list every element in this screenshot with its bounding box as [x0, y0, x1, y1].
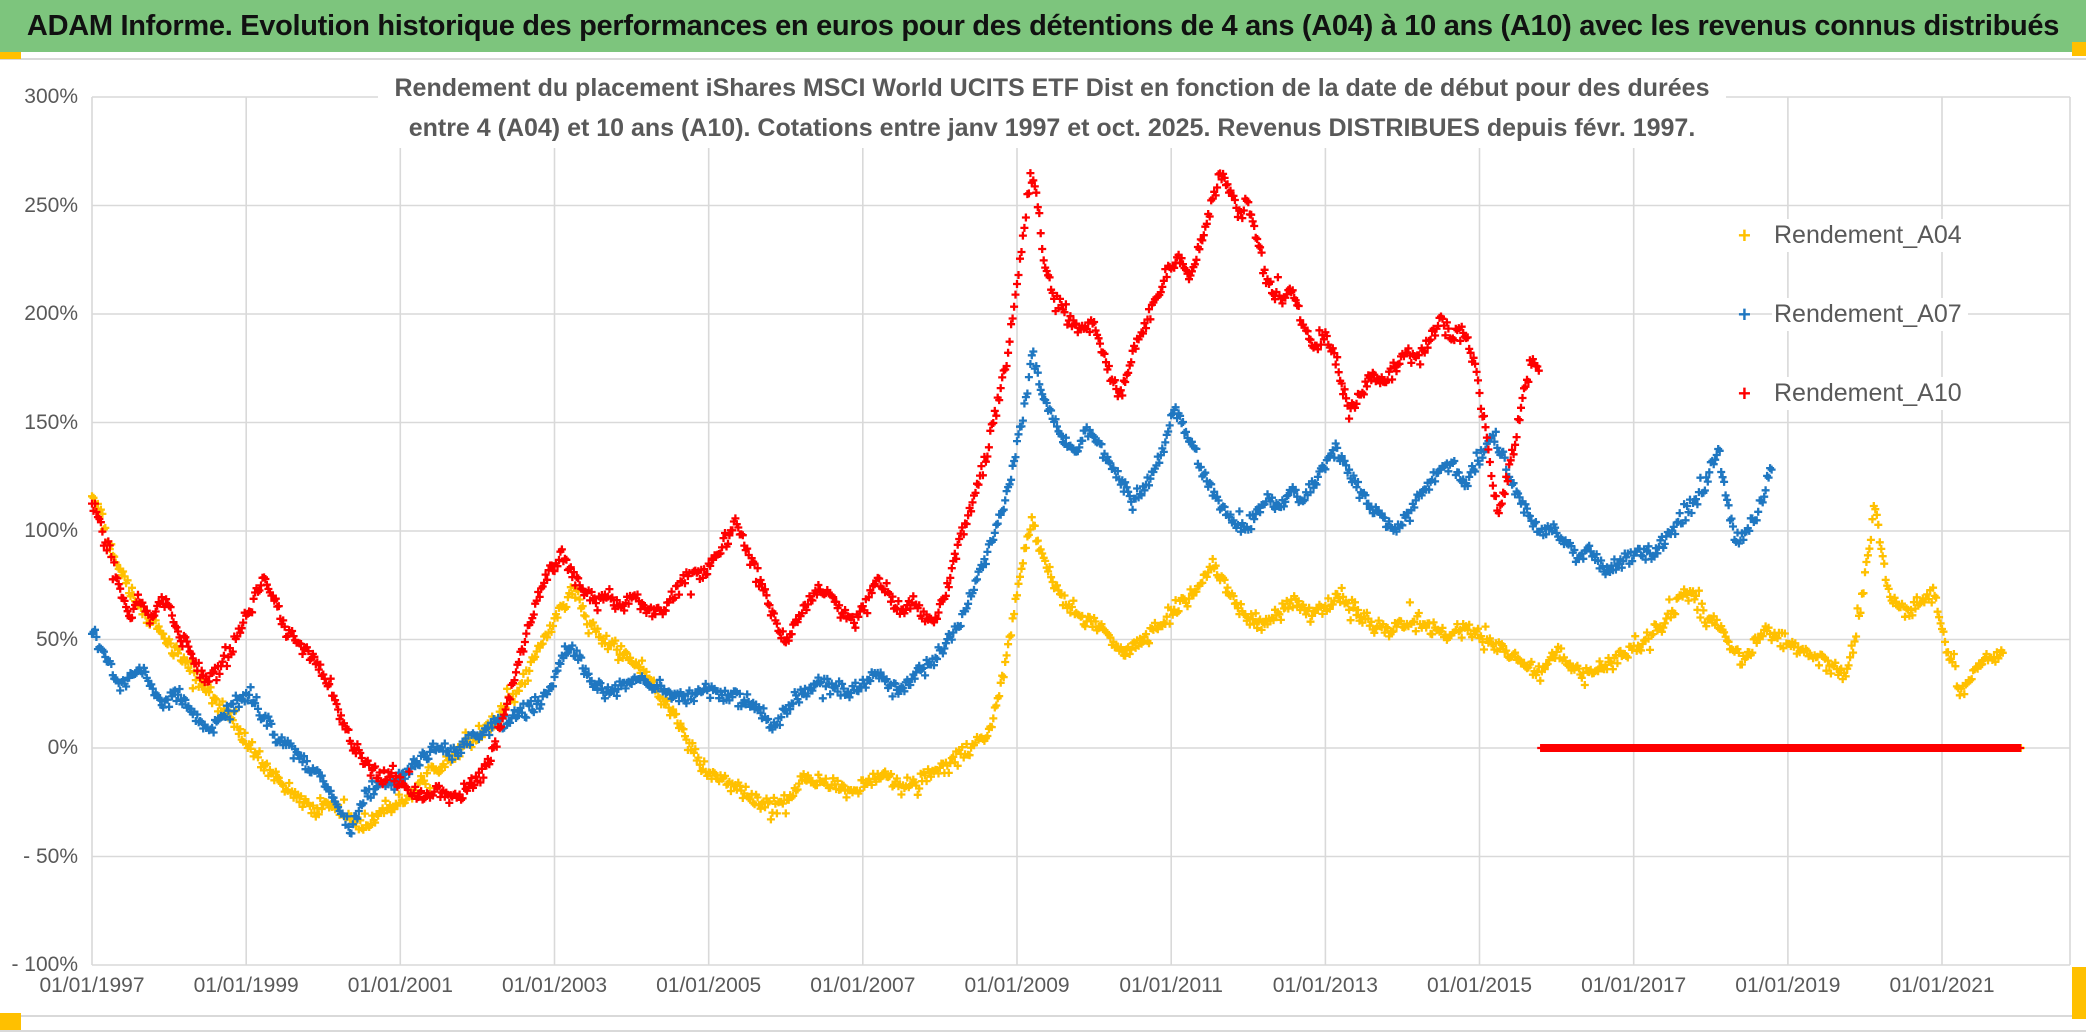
sheet-header-banner: ADAM Informe. Evolution historique des p… [0, 0, 2086, 52]
y-tick-label: 100% [24, 519, 78, 542]
gold-accent-top-left [0, 52, 21, 59]
x-tick-label: 01/01/2003 [501, 974, 608, 997]
chart-area[interactable] [0, 60, 2086, 1015]
x-tick-label: 01/01/1997 [39, 974, 145, 997]
gold-accent-top-right [2072, 42, 2086, 56]
x-tick-label: 01/01/2007 [810, 974, 916, 997]
y-tick-label: 50% [35, 627, 78, 651]
legend-label: Rendement_A04 [1772, 219, 1968, 252]
legend-label: Rendement_A10 [1772, 377, 1968, 410]
plus-marker-icon: + [1738, 380, 1751, 406]
chart-title-line1: Rendement du placement iShares MSCI Worl… [394, 74, 1710, 102]
x-tick-label: 01/01/2019 [1735, 974, 1841, 997]
divider-under-banner [0, 58, 2086, 60]
gold-accent-bottom-left [0, 1013, 21, 1030]
y-tick-label: 150% [24, 410, 78, 434]
y-tick-label: - 100% [11, 953, 78, 976]
y-tick-label: 0% [47, 736, 78, 759]
y-tick-label: 300% [24, 85, 78, 108]
legend-item-a04[interactable]: + Rendement_A04 [1738, 196, 1968, 275]
sheet-row-line-2 [0, 1030, 2086, 1032]
x-tick-label: 01/01/2017 [1581, 974, 1687, 997]
y-tick-label: - 50% [23, 844, 78, 868]
x-tick-label: 01/01/1999 [193, 974, 299, 997]
x-tick-label: 01/01/2009 [964, 974, 1070, 997]
legend-item-a07[interactable]: + Rendement_A07 [1738, 275, 1968, 354]
x-tick-label: 01/01/2001 [347, 974, 453, 997]
x-tick-label: 01/01/2005 [656, 974, 762, 997]
x-tick-label: 01/01/2011 [1119, 974, 1223, 997]
gold-accent-right-column [2072, 967, 2086, 1019]
y-tick-label: 200% [24, 302, 78, 325]
chart-legend: + Rendement_A04 + Rendement_A07 + Rendem… [1738, 196, 1968, 433]
plus-marker-icon: + [1738, 222, 1751, 248]
page-title: ADAM Informe. Evolution historique des p… [26, 9, 2060, 42]
x-tick-label: 01/01/2013 [1272, 974, 1378, 997]
legend-label: Rendement_A07 [1772, 298, 1968, 331]
legend-item-a10[interactable]: + Rendement_A10 [1738, 354, 1968, 433]
chart-title-line2: entre 4 (A04) et 10 ans (A10). Cotations… [408, 114, 1696, 142]
chart-title: Rendement du placement iShares MSCI Worl… [378, 68, 1726, 148]
sheet-row-line-1 [0, 1015, 2086, 1017]
series-rendement_a10 [88, 169, 2024, 807]
series-rendement_a04 [88, 492, 2025, 834]
x-tick-label: 01/01/2015 [1426, 974, 1533, 997]
y-tick-label: 250% [24, 193, 78, 217]
series-rendement_a07 [88, 347, 2022, 838]
plus-marker-icon: + [1738, 301, 1751, 327]
x-tick-label: 01/01/2021 [1889, 974, 1995, 997]
